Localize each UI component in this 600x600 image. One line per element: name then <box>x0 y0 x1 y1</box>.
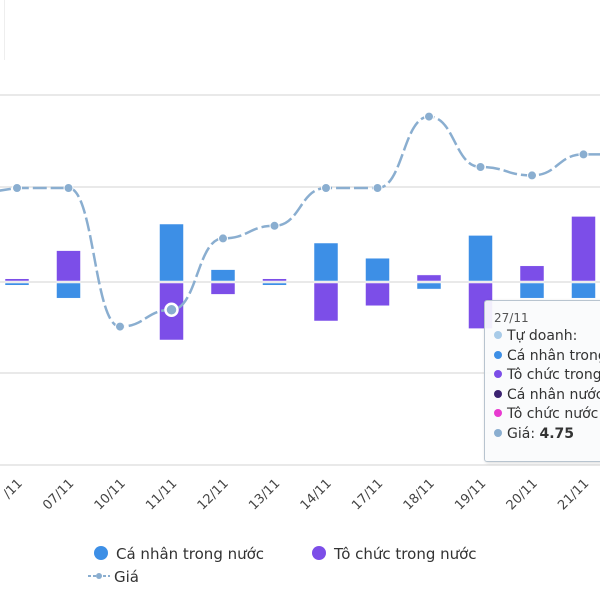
dashed-line-marker-icon <box>88 572 110 579</box>
bar <box>210 269 236 282</box>
x-axis-label: 19/11 <box>452 476 489 513</box>
bar <box>365 282 390 307</box>
price-point <box>269 220 280 231</box>
bar <box>416 282 442 290</box>
bar <box>262 278 287 282</box>
tooltip-row-ca-nhan-nuoc-ngoai: Cá nhân nước ngoài <box>494 386 600 406</box>
tooltip-row-to-chuc-trong-nuoc: Tô chức trong nước <box>494 366 600 386</box>
bar <box>365 257 390 282</box>
price-line-series <box>0 111 600 332</box>
x-axis-label: 13/11 <box>246 476 283 513</box>
tooltip-date: 27/11 <box>494 311 529 325</box>
tooltip-price-value: 4.75 <box>539 425 575 442</box>
legend-item-to-chuc-trong-nuoc[interactable]: Tô chức trong nước <box>312 545 477 563</box>
price-line <box>0 115 600 328</box>
price-point <box>578 149 589 160</box>
bar <box>56 250 81 282</box>
tooltip-row-ca-nhan-trong-nuoc: Cá nhân trong nước <box>494 347 600 367</box>
price-point <box>12 183 22 193</box>
x-axis-label: 10/11 <box>92 476 129 513</box>
price-point <box>475 162 486 172</box>
bar <box>571 282 596 299</box>
tooltip-row-to-chuc-nuoc-ngoai: Tô chức nước ngoài <box>494 405 600 425</box>
bar <box>210 282 236 295</box>
bar <box>313 242 339 282</box>
dot-icon <box>494 370 502 378</box>
dot-icon <box>494 389 502 398</box>
x-axis-label: 21/11 <box>555 476 592 513</box>
bar <box>56 282 81 299</box>
price-point <box>527 170 537 181</box>
price-point <box>424 111 434 122</box>
bar <box>519 265 545 282</box>
x-axis-label: 12/11 <box>195 476 232 513</box>
panel-edge <box>0 0 5 60</box>
legend-item-ca-nhan-trong-nuoc[interactable]: Cá nhân trong nước <box>94 545 264 563</box>
dot-icon <box>494 409 502 417</box>
legend-item-gia[interactable]: Giá <box>88 568 139 586</box>
price-point-highlighted <box>164 302 179 318</box>
x-axis-label: 14/11 <box>298 476 335 513</box>
bar <box>313 282 339 322</box>
circle-icon <box>312 545 326 560</box>
x-axis-label: 11/11 <box>143 476 180 513</box>
price-point <box>63 183 74 193</box>
price-point <box>115 321 125 332</box>
x-axis-label: 07/11 <box>40 476 77 513</box>
bar <box>4 278 30 282</box>
bar <box>468 235 493 282</box>
tooltip-row-gia: Giá: 4.75 <box>494 425 600 445</box>
price-point <box>321 183 331 193</box>
tooltip: 27/11 Tự doanh: Cá nhân trong nước Tô ch… <box>484 300 600 462</box>
x-axis-label: 18/11 <box>401 476 438 513</box>
price-point <box>372 183 383 193</box>
dot-icon <box>494 331 502 339</box>
x-axis-labels: /11 07/11 10/11 11/11 12/11 13/11 14/11 17/11 18… <box>0 476 592 513</box>
circle-icon <box>94 545 108 560</box>
bar <box>159 223 184 282</box>
bar <box>519 282 545 299</box>
x-axis-label: /11 <box>0 476 25 501</box>
dot-icon <box>494 428 502 437</box>
dot-icon <box>494 350 502 359</box>
bar <box>262 282 287 286</box>
x-axis-label: 20/11 <box>504 476 541 513</box>
x-axis-label: 17/11 <box>349 476 386 513</box>
bar <box>571 216 596 282</box>
tooltip-row-tu-doanh: Tự doanh: <box>494 327 600 347</box>
price-point <box>218 233 228 244</box>
bar <box>4 282 30 286</box>
bar <box>416 274 442 282</box>
